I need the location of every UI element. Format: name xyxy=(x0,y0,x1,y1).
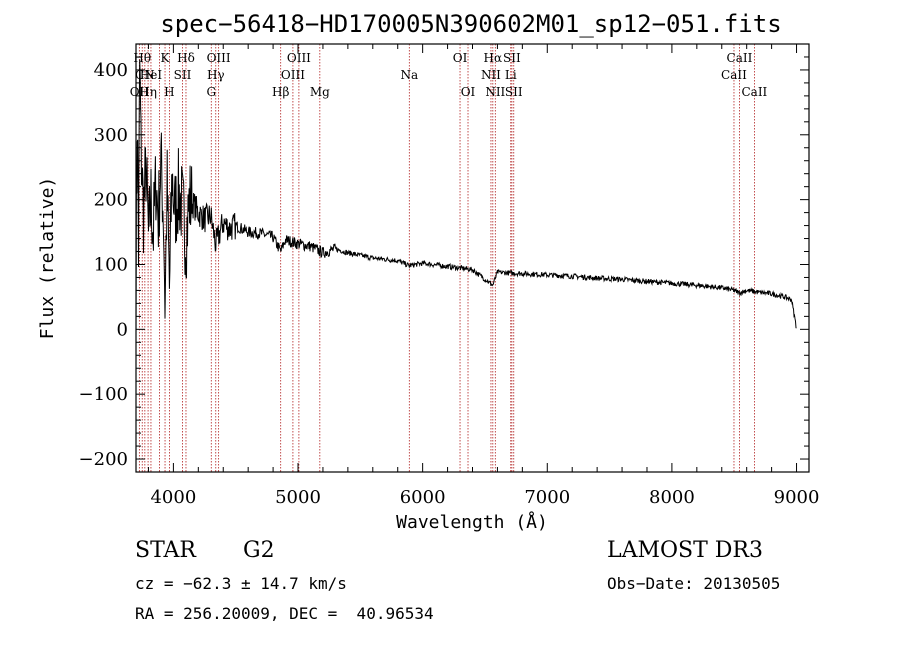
spectral-subclass: G2 xyxy=(243,538,275,563)
emission-line-markers xyxy=(138,44,755,472)
y-tick-label: 300 xyxy=(94,125,128,146)
y-axis-ticks: −200 −100 0 100 200 300 400 xyxy=(79,43,809,470)
marker-label: OIII xyxy=(281,68,305,82)
marker-label: OI xyxy=(453,51,468,65)
x-axis-label: Wavelength (Å) xyxy=(396,511,548,533)
y-tick-label: 100 xyxy=(94,254,128,275)
marker-label: Hα xyxy=(484,51,503,65)
marker-label: Hδ xyxy=(177,51,195,65)
marker-label: Hθ xyxy=(133,51,151,65)
marker-label: HeI xyxy=(140,68,163,82)
marker-label: Hη xyxy=(139,85,157,99)
marker-label: NII xyxy=(481,68,501,82)
marker-label: Li xyxy=(505,68,517,82)
x-axis-ticks: 4000 5000 6000 7000 8000 9000 xyxy=(147,44,820,508)
marker-label: SII xyxy=(505,85,523,99)
y-tick-label: −200 xyxy=(79,449,128,470)
chart-title: spec−56418−HD170005N390602M01_sp12−051.f… xyxy=(160,10,781,38)
marker-label: NII xyxy=(485,85,505,99)
marker-label: CaII xyxy=(741,85,767,99)
coordinates: RA = 256.20009, DEC = 40.96534 xyxy=(135,604,434,623)
x-tick-label: 8000 xyxy=(649,487,695,508)
y-tick-label: 400 xyxy=(94,60,128,81)
marker-label: Hβ xyxy=(272,85,289,99)
x-tick-label: 9000 xyxy=(774,487,820,508)
x-tick-label: 5000 xyxy=(275,487,321,508)
redshift-cz: cz = −62.3 ± 14.7 km/s xyxy=(135,574,347,593)
marker-label: SII xyxy=(503,51,521,65)
survey-name: LAMOST DR3 xyxy=(607,538,763,563)
y-tick-label: 200 xyxy=(94,190,128,211)
marker-label: OIII xyxy=(207,51,231,65)
spectrum-series xyxy=(135,59,797,336)
marker-label: CaII xyxy=(727,51,753,65)
y-axis-label: Flux (relative) xyxy=(37,177,58,340)
x-tick-label: 6000 xyxy=(400,487,446,508)
marker-label: K xyxy=(161,51,171,65)
y-tick-label: −100 xyxy=(79,384,128,405)
spectrum-line xyxy=(135,59,797,336)
emission-line-labels: OIIHθCNHηHeIKHSIIHδGHγOIIIHβOIIIOIIIMgNa… xyxy=(130,51,768,99)
marker-label: Mg xyxy=(310,85,330,99)
marker-label: CaII xyxy=(721,68,747,82)
marker-label: Na xyxy=(400,68,418,82)
observation-date: Obs−Date: 20130505 xyxy=(607,574,781,593)
plot-frame xyxy=(135,43,810,473)
marker-label: H xyxy=(164,85,174,99)
y-tick-label: 0 xyxy=(117,319,128,340)
marker-label: G xyxy=(206,85,216,99)
marker-label: Hγ xyxy=(207,68,225,82)
marker-label: OI xyxy=(461,85,476,99)
x-tick-label: 4000 xyxy=(150,487,196,508)
marker-label: SII xyxy=(174,68,192,82)
x-tick-label: 7000 xyxy=(524,487,570,508)
object-class: STAR xyxy=(135,538,196,563)
marker-label: OIII xyxy=(287,51,311,65)
